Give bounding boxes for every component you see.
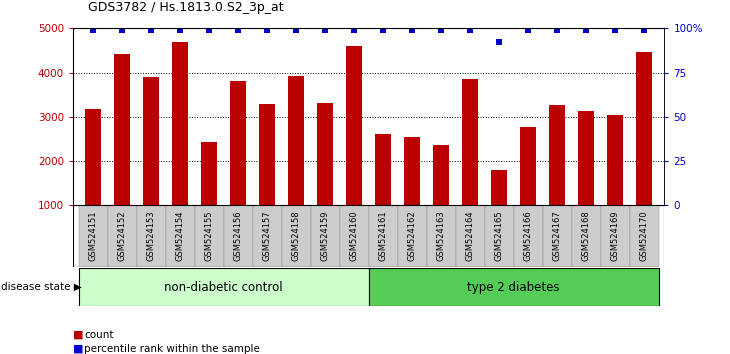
Text: GSM524166: GSM524166 bbox=[523, 210, 533, 261]
Bar bbox=[542, 205, 572, 267]
Bar bbox=[108, 205, 137, 267]
Bar bbox=[369, 268, 658, 306]
Text: count: count bbox=[84, 330, 113, 339]
Bar bbox=[195, 205, 223, 267]
Text: GSM524170: GSM524170 bbox=[639, 210, 648, 261]
Text: ■: ■ bbox=[73, 344, 83, 354]
Bar bbox=[282, 205, 311, 267]
Bar bbox=[601, 205, 629, 267]
Text: GSM524152: GSM524152 bbox=[118, 210, 127, 261]
Bar bbox=[629, 205, 658, 267]
Text: GSM524169: GSM524169 bbox=[610, 210, 620, 261]
Bar bbox=[572, 205, 601, 267]
Text: GSM524156: GSM524156 bbox=[234, 210, 242, 261]
Bar bbox=[201, 142, 218, 205]
Text: GSM524159: GSM524159 bbox=[320, 210, 330, 261]
Bar bbox=[520, 127, 536, 205]
Bar bbox=[456, 205, 485, 267]
Bar bbox=[172, 42, 188, 205]
Bar bbox=[426, 205, 456, 267]
Bar bbox=[369, 205, 398, 267]
Text: GSM524163: GSM524163 bbox=[437, 210, 445, 261]
Bar bbox=[79, 205, 108, 267]
Bar bbox=[433, 145, 449, 205]
Bar bbox=[166, 205, 195, 267]
Bar bbox=[404, 137, 420, 205]
Bar bbox=[491, 170, 507, 205]
Text: GDS3782 / Hs.1813.0.S2_3p_at: GDS3782 / Hs.1813.0.S2_3p_at bbox=[88, 1, 283, 14]
Text: GSM524151: GSM524151 bbox=[89, 210, 98, 261]
Bar bbox=[485, 205, 514, 267]
Bar bbox=[115, 53, 130, 205]
Bar bbox=[288, 76, 304, 205]
Bar bbox=[339, 205, 369, 267]
Text: GSM524157: GSM524157 bbox=[263, 210, 272, 261]
Bar bbox=[578, 111, 594, 205]
Bar bbox=[137, 205, 166, 267]
Bar bbox=[318, 103, 333, 205]
Text: GSM524167: GSM524167 bbox=[553, 210, 561, 261]
Text: percentile rank within the sample: percentile rank within the sample bbox=[84, 344, 260, 354]
Text: non-diabetic control: non-diabetic control bbox=[164, 281, 283, 293]
Bar bbox=[346, 46, 362, 205]
Text: GSM524160: GSM524160 bbox=[350, 210, 358, 261]
Bar bbox=[607, 115, 623, 205]
Text: GSM524164: GSM524164 bbox=[466, 210, 474, 261]
Text: GSM524168: GSM524168 bbox=[582, 210, 591, 261]
Text: GSM524162: GSM524162 bbox=[407, 210, 417, 261]
Bar bbox=[398, 205, 426, 267]
Bar bbox=[375, 134, 391, 205]
Bar bbox=[549, 105, 565, 205]
Bar bbox=[311, 205, 339, 267]
Text: GSM524155: GSM524155 bbox=[204, 210, 214, 261]
Bar bbox=[230, 81, 246, 205]
Text: GSM524165: GSM524165 bbox=[495, 210, 504, 261]
Bar bbox=[462, 79, 478, 205]
Text: disease state ▶: disease state ▶ bbox=[1, 282, 82, 292]
Bar bbox=[259, 104, 275, 205]
Bar bbox=[79, 268, 369, 306]
Text: GSM524158: GSM524158 bbox=[292, 210, 301, 261]
Bar bbox=[143, 78, 159, 205]
Text: type 2 diabetes: type 2 diabetes bbox=[467, 281, 560, 293]
Bar bbox=[253, 205, 282, 267]
Text: GSM524161: GSM524161 bbox=[379, 210, 388, 261]
Text: GSM524153: GSM524153 bbox=[147, 210, 155, 261]
Text: ■: ■ bbox=[73, 330, 83, 339]
Bar bbox=[514, 205, 542, 267]
Bar bbox=[223, 205, 253, 267]
Bar bbox=[636, 52, 652, 205]
Text: GSM524154: GSM524154 bbox=[176, 210, 185, 261]
Bar bbox=[85, 109, 101, 205]
